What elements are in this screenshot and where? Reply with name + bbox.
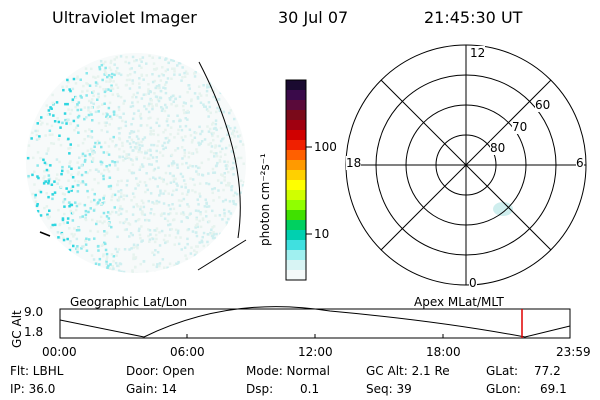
timeline-y-top: 9.0 (24, 305, 44, 319)
colorbar-swatch (286, 100, 306, 111)
colorbar-swatch (286, 80, 306, 91)
colorbar-tick-100: 100 (314, 140, 337, 154)
colorbar-swatch (286, 250, 306, 261)
colorbar-swatch (286, 230, 306, 241)
colorbar-swatch (286, 150, 306, 161)
glon-label: GLon: (486, 382, 521, 396)
colorbar-swatch (286, 130, 306, 141)
colorbar-swatch (286, 90, 306, 101)
lat-label-60: 60 (535, 98, 551, 112)
time-tick-2359: 23:59 (556, 345, 591, 359)
colorbar-swatch (286, 260, 306, 271)
colorbar-swatch (286, 120, 306, 131)
mlt-label-12: 12 (470, 46, 486, 60)
gain-label: Gain: 14 (126, 382, 177, 396)
mlt-label-6: 6 (576, 156, 584, 170)
altitude-curve (59, 306, 571, 338)
dsp-label: Dsp: (246, 382, 274, 396)
dsp-value: 0.1 (300, 382, 320, 396)
colorbar-swatch (286, 140, 306, 151)
colorbar-swatch (286, 180, 306, 191)
ip-label: IP: 36.0 (10, 382, 56, 396)
mlt-label-0: 0 (469, 276, 477, 290)
limb-line (197, 239, 247, 271)
colorbar-swatch (286, 240, 306, 251)
colorbar-swatch (286, 110, 306, 121)
filter-label: Flt: LBHL (10, 364, 64, 378)
colorbar-tick-10: 10 (314, 227, 330, 241)
glon-value: 69.1 (540, 382, 567, 396)
lat-label-70: 70 (512, 120, 528, 134)
mlt-label-18: 18 (346, 156, 362, 170)
colorbar-swatch (286, 160, 306, 171)
colorbar-swatch (286, 190, 306, 201)
timeline-frame (59, 308, 571, 339)
gc-alt-label: GC Alt: 2.1 Re (366, 364, 450, 378)
timeline-right-caption: Apex MLat/MLT (414, 295, 504, 309)
glat-value: 77.2 (534, 364, 561, 378)
instrument-title: Ultraviolet Imager (52, 8, 197, 27)
time-tick-0600: 06:00 (170, 345, 205, 359)
mode-label: Mode: Normal (246, 364, 330, 378)
colorbar-swatch (286, 200, 306, 211)
date-label: 30 Jul 07 (278, 8, 349, 27)
seq-label: Seq: 39 (366, 382, 412, 396)
aurora-patch (493, 202, 513, 216)
glat-label: GLat: (486, 364, 519, 378)
coast-mark (39, 231, 51, 237)
timeline-y-bottom: 1.8 (24, 325, 44, 339)
polar-diagonal-2 (380, 79, 552, 251)
time-tick-1800: 18:00 (426, 345, 461, 359)
timeline-left-caption: Geographic Lat/Lon (70, 295, 188, 309)
terminator-line (198, 61, 241, 239)
colorbar-swatch (286, 220, 306, 231)
lat-label-80: 80 (490, 141, 506, 155)
colorbar-swatch (286, 170, 306, 181)
door-label: Door: Open (126, 364, 195, 378)
colorbar-swatch (286, 210, 306, 221)
colorbar-swatch (286, 270, 306, 281)
time-tick-0000: 00:00 (42, 345, 77, 359)
time-label: 21:45:30 UT (424, 8, 523, 27)
time-tick-1200: 12:00 (298, 345, 333, 359)
